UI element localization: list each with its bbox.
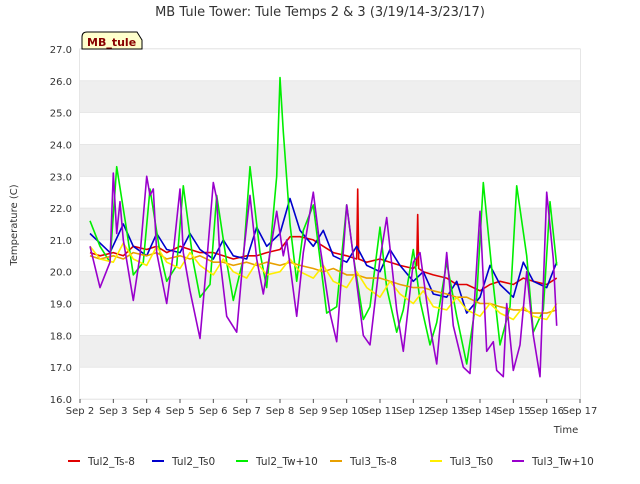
plot-lines — [89, 76, 558, 378]
legend-label: Tul3_Tw+10 — [531, 456, 594, 468]
legend-label: Tul2_Ts-8 — [87, 456, 135, 468]
legend-label: Tul3_Ts0 — [449, 456, 493, 468]
x-tick-label: Sep 14 — [463, 406, 498, 417]
y-tick-label: 17.0 — [50, 363, 72, 374]
legend-label: Tul2_Ts0 — [171, 456, 215, 468]
station-badge-label: MB_tule — [87, 36, 136, 49]
y-tick-label: 19.0 — [50, 300, 72, 311]
x-tick-label: Sep 3 — [99, 406, 127, 417]
y-tick-label: 26.0 — [50, 77, 72, 88]
grid-band — [80, 208, 580, 240]
y-axis: 16.0 17.0 18.0 19.0 20.0 21.0 22.0 23.0 24.0 25.0… — [50, 45, 72, 406]
series-line-tul3-tw-10 — [89, 172, 558, 378]
y-tick-label: 23.0 — [50, 172, 72, 183]
x-tick-label: Sep 5 — [166, 406, 194, 417]
y-tick-label: 22.0 — [50, 204, 72, 215]
legend-label: Tul2_Tw+10 — [255, 456, 318, 468]
x-tick-label: Sep 2 — [66, 406, 94, 417]
x-tick-label: Sep 16 — [529, 406, 564, 417]
x-tick-label: Sep 17 — [563, 406, 598, 417]
grid-band — [80, 80, 580, 113]
grid-band — [80, 144, 580, 177]
y-axis-label: Temperature (C) — [9, 184, 20, 266]
x-tick-label: Sep 4 — [132, 406, 160, 417]
y-tick-label: 24.0 — [50, 140, 72, 151]
series-line-tul2-tw-10 — [89, 76, 558, 365]
x-tick-label: Sep 15 — [496, 406, 531, 417]
station-badge-box — [81, 31, 143, 50]
x-tick-label: Sep 8 — [266, 406, 294, 417]
grid-band — [80, 176, 580, 209]
legend: Tul2_Ts-8 Tul2_Ts0 Tul2_Tw+10 Tul3_Ts-8 Tul3… — [68, 456, 594, 468]
x-tick-label: Sep 11 — [363, 406, 398, 417]
y-tick-label: 27.0 — [50, 45, 72, 56]
station-badge: MB_tule — [81, 31, 143, 50]
x-tick-label: Sep 12 — [396, 406, 431, 417]
x-tick-label: Sep 13 — [429, 406, 464, 417]
y-tick-label: 20.0 — [50, 268, 72, 279]
grid-band — [80, 49, 580, 81]
legend-label: Tul3_Ts-8 — [349, 456, 397, 468]
grid-band — [80, 335, 580, 368]
grid-band — [80, 239, 580, 272]
x-axis: Sep 2 Sep 3 Sep 4 Sep 5 Sep 6 Sep 7 Sep 8 Sep 9… — [66, 399, 598, 417]
y-tick-label: 18.0 — [50, 331, 72, 342]
y-tick-label: 16.0 — [50, 395, 72, 406]
y-tick-label: 21.0 — [50, 236, 72, 247]
x-axis-label: Time — [553, 425, 578, 436]
x-tick-label: Sep 6 — [199, 406, 227, 417]
x-tick-label: Sep 10 — [329, 406, 364, 417]
y-tick-label: 25.0 — [50, 109, 72, 120]
x-tick-label: Sep 7 — [232, 406, 260, 417]
x-tick-label: Sep 9 — [299, 406, 327, 417]
grid-band — [80, 112, 580, 145]
grid-band — [80, 367, 580, 399]
series-line-tul2-ts0 — [89, 197, 558, 314]
chart-title: MB Tule Tower: Tule Temps 2 & 3 (3/19/14… — [155, 5, 485, 20]
